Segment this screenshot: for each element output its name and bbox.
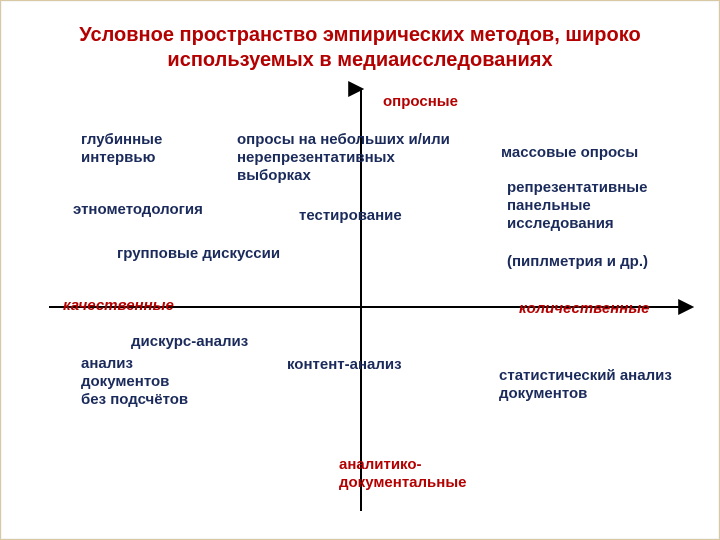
method-panel-studies: репрезентативные панельные исследования [507, 179, 647, 233]
axis-label-bottom: аналитико- документальные [339, 456, 467, 492]
slide: Условное пространство эмпирических метод… [0, 0, 720, 540]
axis-label-right: количественные [519, 300, 650, 318]
axis-label-left: качественные [63, 297, 174, 315]
axis-label-top: опросные [383, 93, 458, 111]
page-title: Условное пространство эмпирических метод… [41, 23, 679, 73]
method-stat-doc-analysis: статистический анализ документов [499, 367, 672, 403]
method-mass-surveys: массовые опросы [501, 144, 638, 162]
method-peoplemetry: (пиплметрия и др.) [507, 253, 648, 271]
method-deep-interview: глубинные интервью [81, 131, 162, 167]
method-testing: тестирование [299, 207, 402, 225]
method-group-discussions: групповые дискуссии [117, 245, 280, 263]
method-ethnomethodology: этнометодология [73, 201, 203, 219]
method-doc-analysis-noq: анализ документов без подсчётов [81, 355, 188, 409]
method-discourse-analysis: дискурс-анализ [131, 333, 248, 351]
method-content-analysis: контент-анализ [287, 356, 402, 374]
method-small-surveys: опросы на небольших и/или нерепрезентати… [237, 131, 450, 185]
